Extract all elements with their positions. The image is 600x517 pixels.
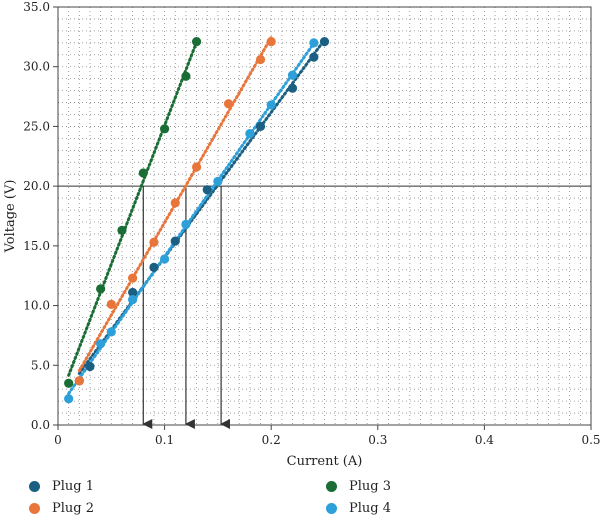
data-point-plug-4 bbox=[266, 100, 276, 110]
plot-frame bbox=[57, 6, 592, 426]
data-point-plug-3 bbox=[64, 378, 74, 388]
legend-plug-1: Plug 1 bbox=[29, 479, 94, 494]
legend-marker-plug-1 bbox=[29, 481, 40, 492]
data-point-plug-4 bbox=[213, 176, 223, 186]
data-point-plug-1 bbox=[149, 262, 159, 272]
data-point-plug-2 bbox=[106, 299, 116, 309]
x-tick-label: 0.3 bbox=[368, 433, 387, 447]
data-point-plug-2 bbox=[149, 237, 159, 247]
data-point-plug-3 bbox=[96, 284, 106, 294]
legend-marker-plug-3 bbox=[326, 481, 337, 492]
data-point-plug-1 bbox=[309, 52, 319, 62]
data-point-plug-2 bbox=[74, 376, 84, 386]
data-point-plug-3 bbox=[160, 124, 170, 134]
data-point-plug-4 bbox=[128, 295, 138, 305]
series-plug-4 bbox=[64, 38, 319, 404]
data-point-plug-4 bbox=[64, 394, 74, 404]
data-point-plug-1 bbox=[170, 236, 180, 246]
legend-label-plug-3: Plug 3 bbox=[349, 479, 392, 494]
data-point-plug-2 bbox=[223, 99, 234, 109]
x-tick-label: 0 bbox=[54, 433, 62, 447]
legend-label-plug-2: Plug 2 bbox=[52, 501, 95, 516]
legend-label-plug-4: Plug 4 bbox=[349, 501, 392, 516]
data-point-plug-2 bbox=[128, 273, 138, 283]
legend-marker-plug-4 bbox=[326, 503, 337, 514]
y-tick-label: 10.0 bbox=[23, 299, 50, 313]
series-plug-3 bbox=[64, 37, 202, 388]
data-point-plug-3 bbox=[181, 71, 191, 81]
data-point-plug-1 bbox=[319, 37, 330, 47]
y-axis-label: Voltage (V) bbox=[3, 180, 18, 254]
x-tick-label: 0.4 bbox=[475, 433, 494, 447]
legend-label-plug-1: Plug 1 bbox=[52, 479, 95, 494]
legend-plug-4: Plug 4 bbox=[326, 501, 391, 516]
x-tick-label: 0.2 bbox=[262, 433, 281, 447]
y-tick-label: 35.0 bbox=[23, 0, 50, 14]
data-point-plug-4 bbox=[106, 327, 116, 337]
data-point-plug-4 bbox=[96, 339, 106, 349]
x-axis-label: Current (A) bbox=[287, 454, 363, 469]
x-tick-label: 0.5 bbox=[581, 433, 600, 447]
x-tick-label: 0.1 bbox=[155, 433, 174, 447]
legend-plug-2: Plug 2 bbox=[29, 501, 94, 516]
data-point-plug-4 bbox=[181, 219, 191, 229]
data-point-plug-2 bbox=[255, 54, 266, 65]
y-tick-label: 30.0 bbox=[23, 60, 50, 74]
y-tick-label: 20.0 bbox=[23, 179, 50, 193]
data-point-plug-2 bbox=[191, 162, 202, 172]
y-tick-label: 25.0 bbox=[23, 119, 50, 133]
data-point-plug-4 bbox=[287, 70, 298, 80]
data-point-plug-1 bbox=[287, 83, 298, 93]
y-tick-label: 15.0 bbox=[23, 239, 50, 253]
data-point-plug-3 bbox=[117, 225, 127, 235]
data-point-plug-1 bbox=[255, 121, 266, 132]
data-point-plug-4 bbox=[160, 254, 170, 264]
legend-plug-3: Plug 3 bbox=[326, 479, 391, 494]
y-tick-label: 5.0 bbox=[31, 358, 50, 372]
trendline-plug-3 bbox=[67, 40, 199, 377]
series-plug-2 bbox=[74, 37, 276, 386]
plot-area bbox=[58, 7, 591, 425]
data-point-plug-4 bbox=[245, 128, 255, 139]
data-point-plug-1 bbox=[85, 361, 95, 372]
data-point-plug-1 bbox=[202, 185, 212, 195]
series-plug-1 bbox=[74, 37, 330, 386]
y-tick-label: 0.0 bbox=[31, 418, 50, 432]
data-point-plug-3 bbox=[138, 168, 148, 178]
data-point-plug-2 bbox=[170, 198, 180, 208]
legend-marker-plug-2 bbox=[29, 503, 40, 514]
grid bbox=[58, 7, 591, 425]
data-point-plug-1 bbox=[128, 287, 138, 298]
data-point-plug-4 bbox=[309, 38, 319, 48]
data-point-plug-2 bbox=[266, 37, 276, 47]
data-point-plug-3 bbox=[191, 37, 202, 47]
